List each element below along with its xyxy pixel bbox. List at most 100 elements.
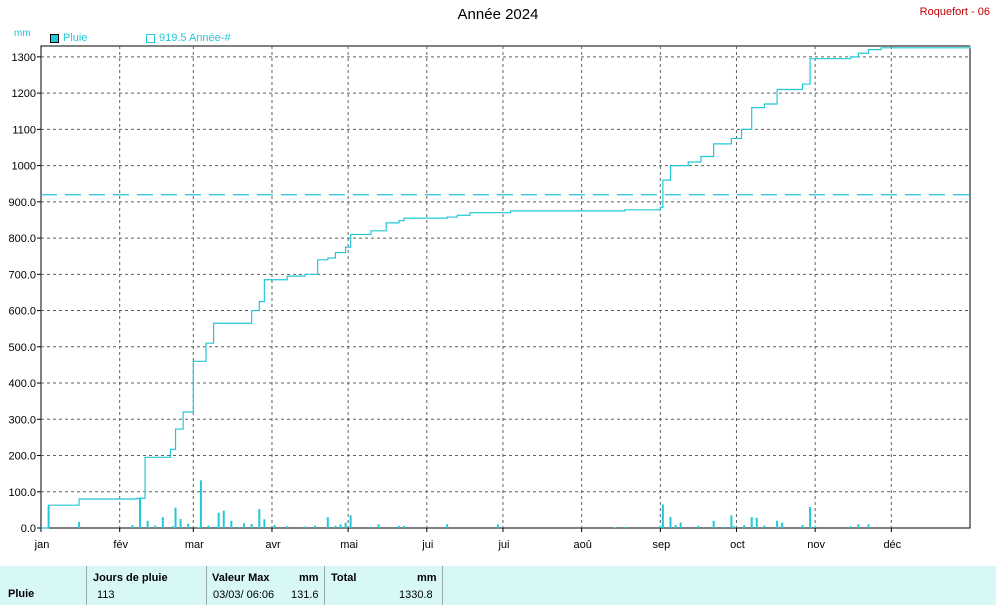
stats-header: Total bbox=[331, 572, 357, 584]
x-tick-label: aoû bbox=[573, 539, 591, 551]
rain-bar bbox=[446, 524, 449, 528]
y-tick-label: 1000 bbox=[12, 161, 36, 173]
legend-item-average: 919.5 Année-# bbox=[146, 32, 231, 44]
stats-col-days: Jours de pluie 113 bbox=[86, 566, 206, 605]
rain-bar bbox=[750, 517, 753, 528]
rain-bar bbox=[303, 526, 306, 528]
y-tick-label: 600.0 bbox=[8, 306, 36, 318]
rain-bar bbox=[623, 526, 626, 528]
y-tick-label: 300.0 bbox=[8, 414, 36, 426]
stats-row-label: Pluie bbox=[8, 588, 35, 600]
x-tick-label: déc bbox=[883, 539, 901, 551]
rain-bar bbox=[849, 526, 852, 528]
legend-item-pluie: Pluie bbox=[50, 32, 87, 44]
rain-bar bbox=[730, 515, 733, 528]
y-tick-label: 200.0 bbox=[8, 451, 36, 463]
rain-bar bbox=[237, 526, 240, 528]
rain-bar bbox=[669, 517, 672, 528]
rain-bar bbox=[369, 526, 372, 528]
legend-swatch-empty-icon bbox=[146, 33, 155, 43]
rain-bar bbox=[161, 517, 164, 528]
rain-bar bbox=[712, 520, 715, 528]
rain-bar bbox=[809, 506, 812, 528]
rain-bar bbox=[230, 520, 233, 528]
rain-bar bbox=[207, 525, 210, 528]
y-tick-label: 800.0 bbox=[8, 233, 36, 245]
rain-bar bbox=[326, 517, 329, 528]
stats-unit: mm bbox=[417, 572, 437, 584]
y-tick-label: 500.0 bbox=[8, 342, 36, 354]
x-tick-label: mar bbox=[185, 539, 204, 551]
stats-table: Pluie Jours de pluie 113 Valeur Max mm 0… bbox=[0, 566, 996, 605]
rain-bar bbox=[199, 480, 202, 528]
rain-bar bbox=[743, 525, 746, 528]
y-tick-label: 1100 bbox=[12, 124, 36, 136]
rain-bar bbox=[146, 520, 149, 528]
stats-date: 03/03/ 06:06 bbox=[213, 589, 275, 601]
rain-bar bbox=[661, 504, 664, 528]
x-tick-label: sep bbox=[652, 539, 670, 551]
stats-col-max: Valeur Max mm 03/03/ 06:06 131.6 bbox=[206, 566, 324, 605]
rain-bar bbox=[801, 525, 804, 528]
y-tick-label: 1200 bbox=[12, 88, 36, 100]
y-tick-label: 0.0 bbox=[21, 523, 36, 535]
rain-bar bbox=[78, 521, 81, 528]
legend-swatch-filled-icon bbox=[50, 33, 59, 43]
rain-bar bbox=[131, 525, 134, 528]
rain-bar bbox=[179, 518, 182, 528]
station-name: Roquefort - 06 bbox=[919, 6, 990, 18]
x-tick-label: jui bbox=[421, 539, 433, 551]
rain-bar bbox=[154, 525, 157, 528]
chart-title: Année 2024 bbox=[457, 6, 539, 23]
rain-bar bbox=[174, 507, 177, 528]
stats-col-total: Total mm 1330.8 bbox=[324, 566, 442, 605]
rain-bar bbox=[659, 525, 662, 528]
y-tick-label: 400.0 bbox=[8, 378, 36, 390]
rain-bar bbox=[217, 512, 220, 528]
x-tick-label: jan bbox=[34, 539, 50, 551]
rain-chart: 0.0 100.0 200.0 300.0 400.0 500.0 600.0 700.0 80… bbox=[8, 45, 971, 551]
rain-bar bbox=[222, 510, 225, 528]
rain-bar bbox=[243, 523, 246, 528]
y-tick-label: 700.0 bbox=[8, 269, 36, 281]
stats-header: Jours de pluie bbox=[93, 572, 168, 584]
rain-bar bbox=[857, 524, 860, 528]
y-tick-label: 100.0 bbox=[8, 487, 36, 499]
stats-unit: mm bbox=[299, 572, 319, 584]
stats-value: 113 bbox=[97, 589, 115, 601]
rain-bar bbox=[781, 522, 784, 528]
rain-bar bbox=[273, 525, 276, 528]
stats-value: 131.6 bbox=[291, 589, 319, 601]
stats-empty-area bbox=[442, 566, 996, 605]
rain-bar bbox=[339, 524, 342, 528]
rain-bar bbox=[679, 522, 682, 528]
x-tick-label: mai bbox=[340, 539, 358, 551]
rain-bar bbox=[776, 520, 779, 528]
rain-bar bbox=[397, 525, 400, 528]
y-tick-label: 1300 bbox=[12, 52, 36, 64]
rain-bar bbox=[755, 517, 758, 528]
legend-label: Pluie bbox=[63, 32, 88, 44]
rain-bar bbox=[187, 523, 190, 528]
stats-header: Valeur Max bbox=[212, 572, 270, 584]
rain-bar bbox=[314, 525, 317, 528]
rain-bar bbox=[496, 524, 499, 528]
rain-bar bbox=[402, 525, 405, 528]
rain-bar bbox=[344, 522, 347, 528]
y-tick-label: 900.0 bbox=[8, 197, 36, 209]
rain-bar bbox=[697, 525, 700, 528]
rain-bar bbox=[171, 526, 174, 528]
x-tick-label: nov bbox=[807, 539, 825, 551]
x-tick-label: jui bbox=[497, 539, 509, 551]
rain-bar bbox=[138, 498, 141, 528]
y-axis-unit: mm bbox=[14, 28, 31, 39]
x-tick-label: fév bbox=[113, 539, 128, 551]
rain-bar bbox=[263, 519, 266, 528]
x-tick-label: oct bbox=[730, 539, 745, 551]
rain-bar bbox=[250, 524, 253, 528]
x-tick-label: avr bbox=[265, 539, 281, 551]
rain-bar bbox=[763, 525, 766, 528]
rain-bar bbox=[197, 527, 200, 528]
rain-bar bbox=[613, 527, 616, 528]
rain-bar bbox=[377, 524, 380, 528]
